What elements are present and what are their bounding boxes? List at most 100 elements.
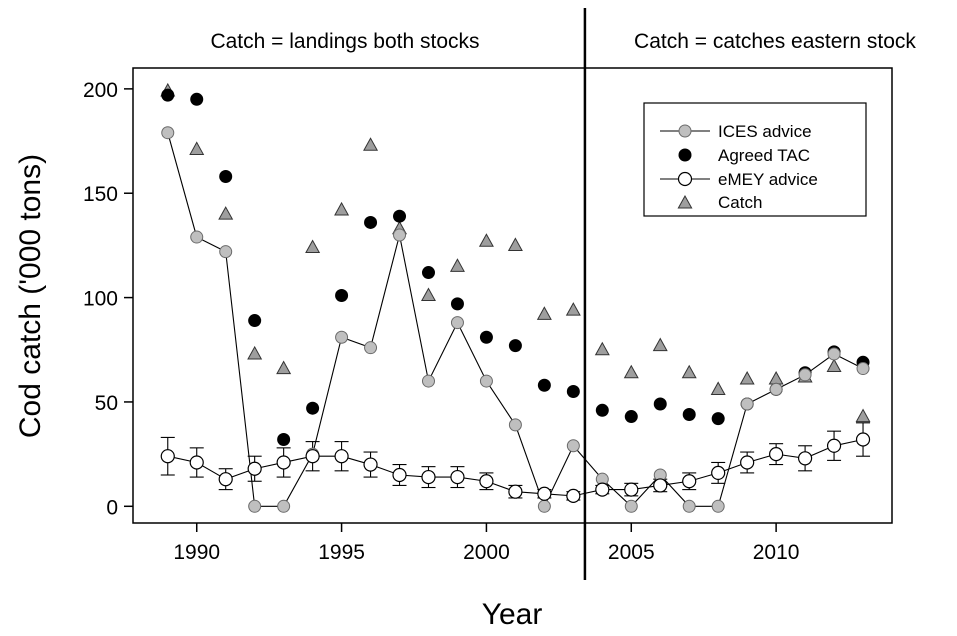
catch-point	[565, 302, 581, 316]
emey-advice-point	[218, 472, 233, 487]
agreed-tac-point	[248, 314, 262, 328]
catch-point	[594, 341, 610, 356]
ices-advice-point	[624, 499, 638, 513]
catch-point	[218, 206, 234, 220]
legend-marker-tac	[678, 148, 692, 162]
emey-advice-point	[450, 469, 465, 485]
emey-advice-point	[479, 474, 494, 489]
catch-point	[681, 364, 697, 379]
agreed-tac-point	[595, 403, 609, 417]
ices-advice-point	[248, 499, 262, 513]
legend-label-ices: ICES advice	[718, 122, 812, 141]
catch-point	[652, 337, 668, 352]
x-tick-label: 2005	[608, 541, 655, 564]
catch-point	[449, 258, 465, 272]
ices-advice-point	[827, 347, 841, 361]
catch-point	[536, 306, 552, 320]
catch-point	[710, 381, 726, 395]
ices-advice-point	[190, 230, 204, 244]
y-tick-label: 200	[83, 79, 118, 102]
emey-advice-point	[421, 469, 436, 485]
legend-label-tac: Agreed TAC	[718, 146, 810, 165]
ices-advice-point	[421, 374, 435, 388]
emey-advice-point	[334, 449, 349, 464]
ices-advice-point	[479, 374, 493, 388]
legend-marker-emey	[677, 171, 693, 187]
agreed-tac-point	[624, 410, 638, 424]
agreed-tac-point	[566, 385, 580, 399]
legend-markers	[660, 124, 710, 209]
legend-label-catch: Catch	[718, 193, 762, 212]
ices-advice-point	[740, 397, 754, 411]
ices-advice-point	[508, 418, 522, 432]
emey-advice-point	[653, 478, 668, 493]
emey-advice-point	[276, 455, 291, 470]
emey-advice-point	[855, 432, 871, 447]
catch-point	[334, 201, 350, 216]
agreed-tac-point	[364, 215, 378, 229]
agreed-tac-point	[393, 209, 407, 223]
ices-advice-point	[450, 316, 464, 330]
emey-advice-point	[363, 457, 378, 472]
y-tick-label: 50	[95, 392, 118, 415]
legend-marker-catch	[677, 194, 693, 209]
emey-advice-point	[305, 449, 320, 464]
ices-advice-point	[277, 499, 291, 513]
agreed-tac-point	[682, 407, 696, 421]
regime-label-right: Catch = catches eastern stock	[634, 30, 916, 53]
emey-advice-point	[826, 438, 842, 453]
agreed-tac-point	[653, 397, 667, 411]
emey-advice-point	[189, 455, 204, 470]
legend-marker-ices	[678, 124, 692, 138]
y-tick-label: 150	[83, 183, 118, 206]
ices-advice-point	[682, 499, 696, 513]
catch-point	[305, 239, 321, 254]
emey-advice-point	[595, 482, 610, 497]
emey-advice-point	[537, 486, 552, 501]
agreed-tac-point	[479, 330, 493, 344]
ices-advice-point	[364, 341, 378, 355]
agreed-tac-point	[537, 378, 551, 392]
catch-point	[826, 358, 842, 373]
x-tick-label: 1995	[318, 541, 365, 564]
catch-point	[420, 287, 436, 302]
agreed-tac-point	[711, 412, 725, 426]
ices-advice-point	[856, 362, 870, 376]
emey-advice-point	[711, 465, 726, 481]
catch-point	[507, 237, 523, 251]
emey-advice-point	[160, 449, 175, 464]
catch-point	[623, 364, 639, 379]
agreed-tac-point	[450, 297, 464, 311]
emey-advice-point	[682, 474, 697, 489]
regime-label-left: Catch = landings both stocks	[210, 30, 479, 53]
x-tick-label: 2010	[753, 541, 800, 564]
ices-advice-point	[335, 330, 349, 344]
ices-advice-point	[393, 228, 407, 242]
agreed-tac-point	[277, 433, 291, 447]
y-tick-label: 100	[83, 288, 118, 311]
series-group	[160, 82, 871, 513]
emey-advice-point	[566, 488, 581, 503]
ices-advice-point	[711, 499, 725, 513]
x-axis-ticks: 1990 1995 2000 2005 2010	[173, 523, 799, 564]
ices-advice-point	[537, 499, 551, 513]
agreed-tac-point	[335, 289, 349, 302]
ices-advice-point	[161, 126, 175, 140]
agreed-tac-point	[508, 339, 522, 353]
catch-point	[189, 141, 205, 155]
y-axis-title: Cod catch ('000 tons)	[14, 154, 47, 438]
emey-advice-point	[392, 467, 407, 483]
x-tick-label: 1990	[173, 541, 220, 564]
legend-label-emey: eMEY advice	[718, 170, 818, 189]
y-tick-label: 0	[106, 496, 118, 519]
x-axis-title: Year	[482, 598, 543, 631]
ices-advice-point	[769, 382, 783, 396]
agreed-tac-point	[306, 401, 320, 415]
catch-point	[768, 370, 784, 385]
catch-point	[739, 370, 755, 385]
emey-advice-point	[769, 447, 784, 462]
ices-advice-point	[219, 245, 233, 259]
emey-advice-point	[508, 484, 523, 499]
catch-point	[855, 408, 871, 423]
